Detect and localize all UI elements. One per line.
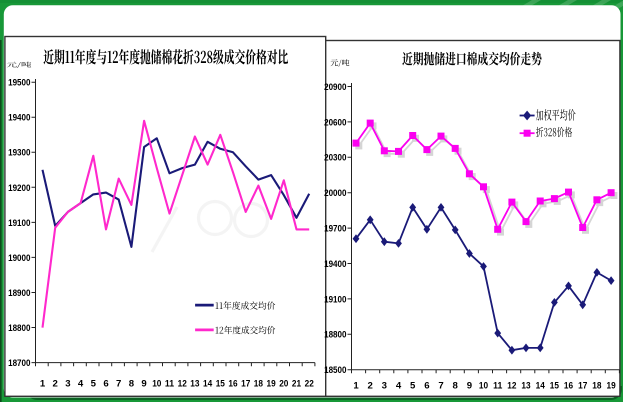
svg-text:19300: 19300 — [8, 148, 30, 159]
svg-text:9: 9 — [467, 381, 472, 392]
svg-text:14: 14 — [536, 381, 546, 392]
svg-text:18: 18 — [254, 379, 264, 390]
svg-text:16: 16 — [564, 381, 573, 392]
svg-text:18800: 18800 — [324, 330, 346, 341]
svg-text:5: 5 — [91, 379, 97, 390]
svg-text:19400: 19400 — [8, 113, 30, 124]
svg-text:6: 6 — [424, 381, 429, 392]
svg-text:13: 13 — [521, 381, 530, 392]
svg-text:7: 7 — [438, 381, 443, 392]
svg-text:2: 2 — [53, 379, 58, 390]
svg-text:14: 14 — [203, 379, 213, 390]
svg-text:18: 18 — [592, 381, 602, 392]
svg-text:20600: 20600 — [324, 117, 346, 128]
svg-text:18700: 18700 — [8, 358, 30, 369]
svg-text:20300: 20300 — [324, 153, 346, 164]
svg-text:19100: 19100 — [8, 218, 30, 229]
svg-text:12: 12 — [178, 379, 187, 390]
svg-text:10: 10 — [152, 379, 161, 390]
svg-text:2: 2 — [368, 381, 373, 392]
svg-text:15: 15 — [216, 379, 226, 390]
svg-text:21: 21 — [292, 379, 302, 390]
svg-text:4: 4 — [78, 379, 84, 390]
svg-text:12: 12 — [507, 381, 516, 392]
svg-text:13: 13 — [190, 379, 199, 390]
svg-text:18500: 18500 — [324, 365, 346, 376]
svg-text:15: 15 — [550, 381, 560, 392]
svg-text:1: 1 — [353, 381, 359, 392]
svg-text:19: 19 — [607, 381, 616, 392]
svg-text:3: 3 — [65, 379, 70, 390]
svg-text:11: 11 — [165, 379, 175, 390]
svg-text:20000: 20000 — [324, 188, 346, 199]
svg-text:19700: 19700 — [324, 224, 346, 235]
svg-text:18900: 18900 — [8, 288, 30, 299]
svg-text:19000: 19000 — [8, 253, 30, 264]
svg-text:8: 8 — [453, 381, 459, 392]
svg-text:19100: 19100 — [324, 294, 346, 305]
svg-text:19400: 19400 — [324, 259, 346, 270]
svg-text:5: 5 — [410, 381, 416, 392]
svg-text:11: 11 — [493, 381, 503, 392]
svg-text:17: 17 — [241, 379, 250, 390]
svg-text:4: 4 — [396, 381, 402, 392]
svg-text:6: 6 — [103, 379, 108, 390]
svg-text:19: 19 — [267, 379, 276, 390]
svg-text:20900: 20900 — [324, 82, 346, 93]
svg-text:19500: 19500 — [8, 78, 30, 89]
svg-text:17: 17 — [578, 381, 587, 392]
svg-text:3: 3 — [382, 381, 387, 392]
svg-text:20: 20 — [279, 379, 288, 390]
svg-text:7: 7 — [116, 379, 121, 390]
svg-text:10: 10 — [479, 381, 488, 392]
svg-text:8: 8 — [129, 379, 135, 390]
svg-text:18800: 18800 — [8, 323, 30, 334]
svg-text:1: 1 — [40, 379, 46, 390]
svg-text:16: 16 — [228, 379, 237, 390]
svg-text:9: 9 — [141, 379, 146, 390]
svg-text:19200: 19200 — [8, 183, 30, 194]
svg-text:22: 22 — [305, 379, 314, 390]
